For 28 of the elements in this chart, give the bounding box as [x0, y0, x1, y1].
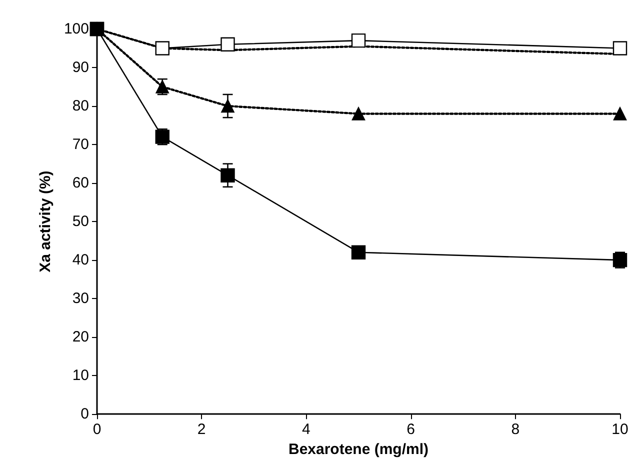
x-tick-label: 6: [406, 421, 415, 438]
y-tick-label: 70: [72, 136, 89, 154]
y-tick-label: 20: [72, 328, 89, 346]
y-axis-title: Xa activity (%): [37, 170, 54, 272]
point: [220, 37, 235, 52]
point: [155, 41, 170, 56]
x-tick-label: 0: [92, 421, 102, 438]
point: [613, 107, 627, 120]
y-tick-label: 90: [72, 59, 89, 76]
y-tick-label: 10: [72, 367, 89, 384]
x-tick-label: 4: [302, 421, 310, 438]
point: [352, 107, 366, 120]
x-axis-title: Bexarotene (mg/ml): [288, 441, 429, 458]
x-tick-label: 10: [612, 421, 628, 438]
y-tick-label: 60: [72, 174, 89, 192]
x-tick-label: 8: [511, 421, 520, 438]
y-tick-label: 80: [72, 98, 89, 115]
x-tick-label: 2: [197, 421, 206, 438]
point: [221, 99, 234, 113]
y-tick-label: 0: [80, 406, 89, 423]
point: [351, 33, 366, 48]
y-tick-label: 100: [64, 20, 89, 38]
point: [220, 168, 235, 182]
y-tick-label: 50: [72, 213, 89, 230]
point: [351, 245, 366, 260]
y-tick-label: 40: [72, 252, 89, 269]
point: [612, 41, 628, 56]
y-tick-label: 30: [72, 290, 89, 308]
